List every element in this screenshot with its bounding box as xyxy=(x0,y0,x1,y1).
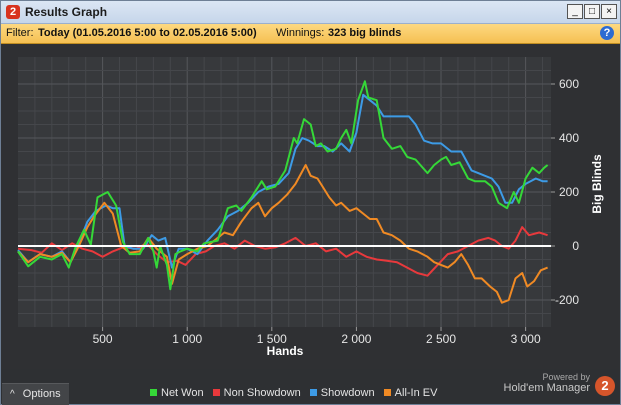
legend-label: Net Won xyxy=(161,387,204,399)
legend-item-net-won[interactable]: Net Won xyxy=(150,387,204,399)
filter-value[interactable]: Today (01.05.2016 5:00 to 02.05.2016 5:0… xyxy=(38,27,257,39)
legend-item-non-showdown[interactable]: Non Showdown xyxy=(212,387,301,399)
results-chart[interactable]: 500 1 000 1 500 2 000 2 500 3 000 -200 0 200 400 6… xyxy=(1,44,620,369)
winnings-value: 323 big blinds xyxy=(328,27,402,39)
legend-label: Non Showdown xyxy=(223,387,301,399)
x-axis-label: Hands xyxy=(267,344,304,358)
x-tick-label: 2 000 xyxy=(341,332,371,346)
filter-label: Filter: xyxy=(6,27,34,39)
x-tick-label: 500 xyxy=(93,332,113,346)
title-bar[interactable]: 2 Results Graph _ □ × xyxy=(1,1,620,24)
x-tick-label: 1 000 xyxy=(172,332,202,346)
legend-label: All-In EV xyxy=(394,387,438,399)
showdown-swatch xyxy=(309,389,317,396)
x-tick-label: 3 000 xyxy=(511,332,541,346)
non-showdown-swatch xyxy=(212,389,220,396)
y-axis-label: Big Blinds xyxy=(590,154,604,214)
options-button[interactable]: ^ Options xyxy=(2,383,69,405)
series-line-non-showdown xyxy=(17,226,548,277)
all-in-ev-swatch xyxy=(383,389,391,396)
legend-label: Showdown xyxy=(320,387,375,399)
chevron-up-icon: ^ xyxy=(10,389,15,400)
filter-bar[interactable]: Filter: Today (01.05.2016 5:00 to 02.05.… xyxy=(1,24,620,44)
minimize-button[interactable]: _ xyxy=(567,4,583,19)
x-tick-label: 2 500 xyxy=(426,332,456,346)
app-icon: 2 xyxy=(6,5,20,19)
y-tick-label: 600 xyxy=(559,77,579,91)
series-line-all-in-ev xyxy=(17,164,548,304)
brand-name: Hold'em Manager xyxy=(503,382,590,394)
window-title: Results Graph xyxy=(25,5,108,19)
help-icon[interactable]: ? xyxy=(600,26,614,40)
options-label: Options xyxy=(22,388,61,400)
net-won-swatch xyxy=(150,389,157,396)
winnings-label: Winnings: xyxy=(276,27,325,39)
legend: Net Won Non Showdown Showdown All-In EV xyxy=(150,387,443,399)
axes: 500 1 000 1 500 2 000 2 500 3 000 -200 0 200 400 6… xyxy=(18,77,579,346)
maximize-button[interactable]: □ xyxy=(584,4,600,19)
y-tick-label: -200 xyxy=(555,293,579,307)
y-tick-label: 0 xyxy=(572,239,579,253)
legend-item-all-in-ev[interactable]: All-In EV xyxy=(383,387,438,399)
legend-item-showdown[interactable]: Showdown xyxy=(309,387,375,399)
hm2-logo-icon: 2 xyxy=(595,376,615,396)
y-tick-label: 400 xyxy=(559,131,579,145)
grid xyxy=(18,57,551,327)
brand: Powered by Hold'em Manager xyxy=(504,372,590,394)
y-tick-label: 200 xyxy=(559,185,579,199)
close-button[interactable]: × xyxy=(601,4,617,19)
brand-powered-by: Powered by xyxy=(542,372,590,382)
x-tick-label: 1 500 xyxy=(257,332,287,346)
